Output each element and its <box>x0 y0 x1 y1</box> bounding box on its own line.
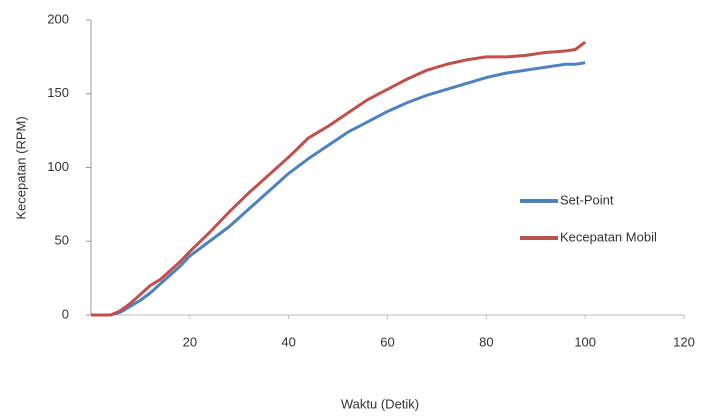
x-tick-label: 60 <box>380 334 394 349</box>
x-tick-label: 100 <box>574 334 596 349</box>
y-tick-label: 0 <box>62 306 69 321</box>
x-tick-label: 120 <box>673 334 695 349</box>
legend-label: Set-Point <box>560 192 614 207</box>
y-tick-label: 100 <box>47 159 69 174</box>
y-axis-title: Kecepatan (RPM) <box>13 116 28 219</box>
y-tick-label: 150 <box>47 85 69 100</box>
series-line <box>91 40 587 317</box>
y-tick-label: 200 <box>47 11 69 26</box>
series-line <box>91 61 586 317</box>
x-tick-label: 20 <box>183 334 197 349</box>
x-tick-label: 80 <box>479 334 493 349</box>
x-axis-title: Waktu (Detik) <box>341 396 419 411</box>
legend-label: Kecepatan Mobil <box>560 229 657 244</box>
y-tick-label: 50 <box>55 233 69 248</box>
x-tick-label: 40 <box>281 334 295 349</box>
